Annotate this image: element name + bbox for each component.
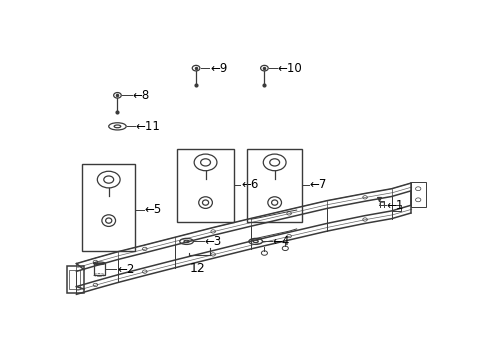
- Bar: [69, 270, 80, 289]
- Text: ←3: ←3: [204, 235, 221, 248]
- Text: ←11: ←11: [135, 120, 160, 133]
- Bar: [67, 266, 84, 293]
- Text: ←4: ←4: [273, 235, 290, 248]
- Text: 12: 12: [190, 262, 206, 275]
- Text: ←5: ←5: [145, 203, 162, 216]
- Text: ←2: ←2: [117, 262, 134, 276]
- Text: ←9: ←9: [210, 62, 227, 75]
- Text: ←10: ←10: [278, 62, 302, 75]
- Bar: [82, 164, 135, 251]
- Bar: [94, 263, 105, 275]
- Bar: [411, 182, 426, 207]
- Bar: [177, 149, 234, 222]
- Text: ←6: ←6: [241, 178, 259, 191]
- Text: ←8: ←8: [132, 89, 149, 102]
- Text: ←7: ←7: [310, 178, 327, 191]
- Text: ←1: ←1: [387, 199, 404, 212]
- Bar: [247, 149, 302, 222]
